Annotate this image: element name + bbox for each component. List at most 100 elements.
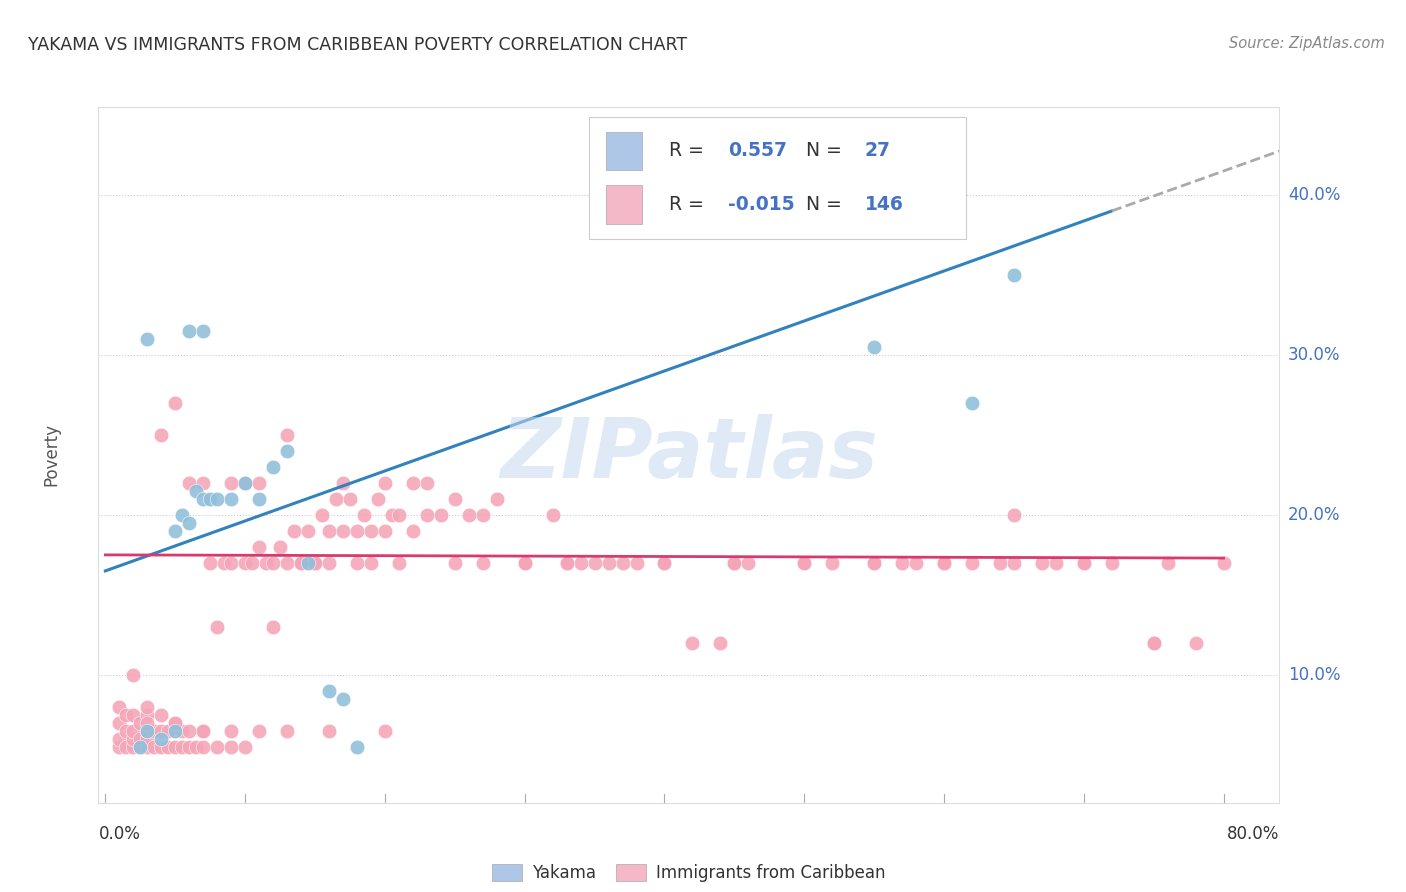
Point [129,731,152,746]
Point [290,556,312,570]
Point [723,556,745,570]
Point [129,739,152,754]
Point [1002,508,1025,522]
Point [332,524,354,538]
Point [115,739,138,754]
Point [179,475,201,490]
Point [254,556,277,570]
Point [122,731,145,746]
Point [136,715,159,730]
Point [219,475,242,490]
Point [297,524,319,538]
Point [1073,556,1095,570]
Point [485,491,508,506]
Point [304,556,326,570]
Point [863,556,886,570]
Point [165,739,187,754]
Point [569,556,592,570]
Point [821,556,844,570]
Point [219,739,242,754]
Point [367,491,389,506]
Point [555,556,578,570]
Text: 80.0%: 80.0% [1227,825,1279,843]
Point [443,556,465,570]
Point [353,508,375,522]
Point [891,556,914,570]
Text: 30.0%: 30.0% [1288,346,1340,364]
Bar [606,186,641,224]
Point [311,508,333,522]
Text: Source: ZipAtlas.com: Source: ZipAtlas.com [1229,36,1385,51]
Point [416,508,439,522]
Point [115,723,138,738]
Point [262,556,284,570]
Point [200,556,222,570]
Point [283,524,305,538]
Point [430,508,453,522]
Point [193,723,215,738]
Point [346,556,368,570]
Point [179,723,201,738]
Point [136,723,159,738]
Point [233,475,256,490]
Point [290,556,312,570]
Point [143,723,166,738]
Point [443,491,465,506]
Point [318,683,340,698]
Point [269,540,291,554]
Point [150,428,173,442]
Point [122,723,145,738]
Point [598,556,620,570]
Point [374,723,396,738]
Point [172,723,194,738]
Point [1002,268,1025,282]
Point [325,491,347,506]
Point [332,475,354,490]
Point [122,707,145,722]
Point [339,491,361,506]
Point [165,723,187,738]
Point [205,739,228,754]
Point [108,739,131,754]
Point [186,483,208,498]
Point [150,723,173,738]
Bar [606,132,641,170]
Point [247,475,270,490]
Point [262,459,284,474]
Point [346,739,368,754]
Text: 27: 27 [865,141,891,161]
Point [276,723,298,738]
Point [247,491,270,506]
Point [122,668,145,682]
Point [863,340,886,354]
Point [513,556,536,570]
Point [654,212,676,227]
Point [360,556,382,570]
Point [1073,556,1095,570]
Point [150,731,173,746]
Point [457,508,479,522]
Point [219,556,242,570]
Point [219,723,242,738]
Point [1031,556,1053,570]
Point [172,739,194,754]
Point [165,715,187,730]
Point [179,516,201,530]
Point [136,699,159,714]
Point [143,739,166,754]
Text: N =: N = [806,195,848,214]
Text: 0.557: 0.557 [728,141,787,161]
Point [1156,556,1178,570]
Point [654,556,676,570]
Point [988,556,1011,570]
Text: 10.0%: 10.0% [1288,665,1340,684]
Point [1045,556,1067,570]
Point [471,556,494,570]
Point [318,723,340,738]
Point [374,524,396,538]
Point [932,556,955,570]
Point [583,556,606,570]
Point [304,556,326,570]
Point [626,556,648,570]
Point [402,475,425,490]
